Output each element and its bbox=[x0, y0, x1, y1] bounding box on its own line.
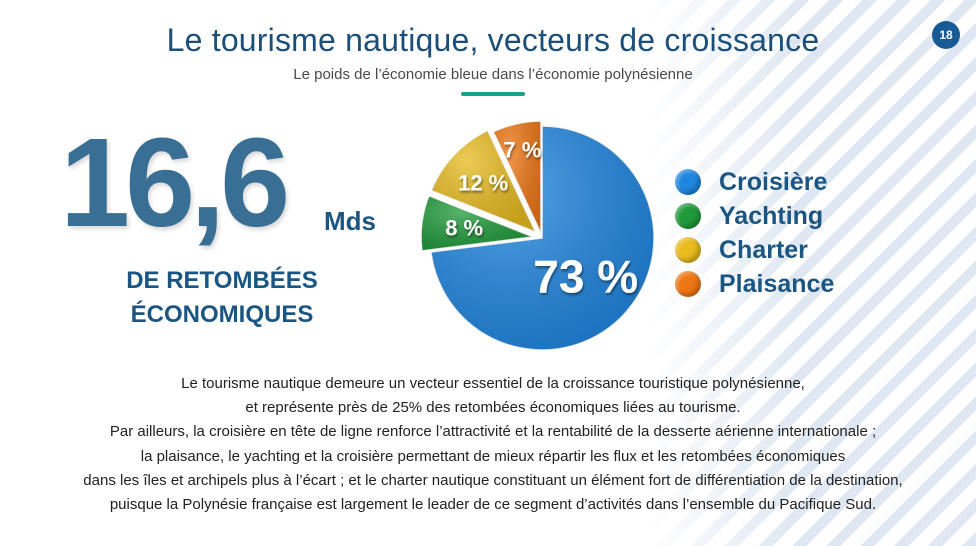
highlight-caption-line1: DE RETOMBÉES bbox=[126, 267, 318, 294]
legend-swatch-croisiere bbox=[675, 169, 701, 195]
legend-label-charter: Charter bbox=[719, 235, 808, 264]
body-line: dans les îles et archipels plus à l’écar… bbox=[83, 471, 903, 489]
legend-item-plaisance: Plaisance bbox=[675, 267, 834, 301]
pie-slice-shading bbox=[421, 195, 534, 251]
legend-swatch-plaisance bbox=[675, 271, 701, 297]
title-underline bbox=[461, 92, 525, 96]
decorative-stripes bbox=[646, 0, 976, 546]
page-title: Le tourisme nautique, vecteurs de croiss… bbox=[166, 22, 820, 58]
body-paragraph: Le tourisme nautique demeure un vecteur … bbox=[0, 372, 976, 517]
pie-label-croisiere: 73 % bbox=[533, 251, 638, 303]
pie-slice-shading bbox=[493, 121, 541, 234]
highlight-value: 16,6 bbox=[60, 112, 290, 253]
legend-swatch-yachting bbox=[675, 203, 701, 229]
pie-slice-shading bbox=[431, 130, 536, 232]
body-line: et représente près de 25% des retombées … bbox=[245, 399, 741, 417]
pie-label-plaisance: 7 % bbox=[503, 138, 541, 163]
highlight-unit: Mds bbox=[324, 206, 376, 236]
legend-item-charter: Charter bbox=[675, 233, 834, 267]
chart-legend: Croisière Yachting Charter Plaisance bbox=[675, 165, 834, 301]
body-line: Par ailleurs, la croisière en tête de li… bbox=[109, 423, 877, 441]
page-subtitle: Le poids de l’économie bleue dans l’écon… bbox=[293, 66, 693, 83]
pie-chart: 73 % 8 % 12 % 7 % bbox=[420, 120, 655, 351]
body-line: Le tourisme nautique demeure un vecteur … bbox=[181, 375, 805, 392]
highlight-caption-line2: ÉCONOMIQUES bbox=[130, 301, 314, 328]
legend-item-croisiere: Croisière bbox=[675, 165, 834, 199]
body-line: la plaisance, le yachting et la croisièr… bbox=[140, 447, 846, 465]
pie-label-charter: 12 % bbox=[458, 170, 508, 195]
legend-swatch-charter bbox=[675, 237, 701, 263]
legend-item-yachting: Yachting bbox=[675, 199, 834, 233]
legend-label-yachting: Yachting bbox=[719, 201, 824, 230]
page-number-badge: 18 bbox=[932, 21, 960, 49]
pie-slice-shading bbox=[430, 126, 654, 350]
highlight-caption: DE RETOMBÉES ÉCONOMIQUES bbox=[72, 264, 372, 332]
pie-label-yachting: 8 % bbox=[445, 216, 483, 241]
body-line: puisque la Polynésie française est large… bbox=[109, 496, 877, 514]
legend-label-plaisance: Plaisance bbox=[719, 269, 835, 298]
legend-label-croisiere: Croisière bbox=[719, 167, 828, 196]
